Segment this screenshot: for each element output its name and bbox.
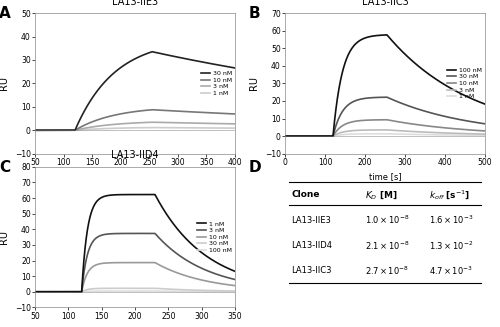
Text: C: C [0, 160, 10, 175]
Text: $1.3 \times 10^{-2}$: $1.3 \times 10^{-2}$ [429, 239, 474, 252]
Text: $4.7 \times 10^{-3}$: $4.7 \times 10^{-3}$ [429, 265, 473, 277]
Text: Clone: Clone [291, 190, 320, 199]
Text: LA13-IIC3: LA13-IIC3 [291, 266, 332, 275]
Y-axis label: RU: RU [0, 230, 10, 244]
Y-axis label: RU: RU [250, 77, 260, 90]
Text: A: A [0, 6, 10, 21]
Title: LA13-IIE3: LA13-IIE3 [112, 0, 158, 7]
Legend: 1 nM, 3 nM, 10 nM, 30 nM, 100 nM: 1 nM, 3 nM, 10 nM, 30 nM, 100 nM [197, 221, 232, 253]
Title: LA13-IIC3: LA13-IIC3 [362, 0, 408, 7]
Text: B: B [249, 6, 260, 21]
X-axis label: time [s]: time [s] [118, 172, 152, 181]
Text: LA13-IID4: LA13-IID4 [291, 241, 332, 250]
Text: LA13-IIE3: LA13-IIE3 [291, 216, 331, 225]
Title: LA13-IID4: LA13-IID4 [111, 150, 159, 161]
Text: $K_D$ [M]: $K_D$ [M] [365, 189, 398, 201]
Text: $k_{off}$ [s$^{-1}$]: $k_{off}$ [s$^{-1}$] [429, 188, 470, 201]
Text: $1.0 \times 10^{-8}$: $1.0 \times 10^{-8}$ [365, 214, 410, 226]
Text: D: D [249, 160, 262, 175]
X-axis label: time [s]: time [s] [368, 172, 402, 181]
Text: $2.1 \times 10^{-8}$: $2.1 \times 10^{-8}$ [365, 239, 410, 252]
Legend: 100 nM, 30 nM, 10 nM, 3 nM, 1 nM: 100 nM, 30 nM, 10 nM, 3 nM, 1 nM [447, 67, 482, 99]
X-axis label: time [s]: time [s] [118, 326, 152, 327]
Text: $1.6 \times 10^{-3}$: $1.6 \times 10^{-3}$ [429, 214, 474, 226]
Text: $2.7 \times 10^{-8}$: $2.7 \times 10^{-8}$ [365, 265, 409, 277]
Y-axis label: RU: RU [0, 77, 10, 90]
Legend: 30 nM, 10 nM, 3 nM, 1 nM: 30 nM, 10 nM, 3 nM, 1 nM [201, 71, 232, 96]
